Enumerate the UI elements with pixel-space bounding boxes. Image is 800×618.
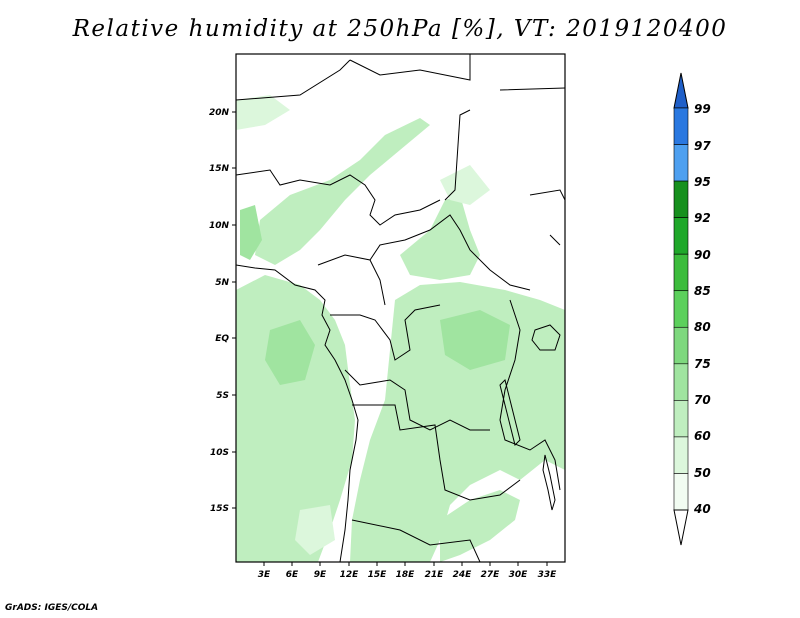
map-frame — [235, 53, 566, 563]
lon-label: 9E — [314, 570, 327, 580]
colorbar-label: 80 — [694, 320, 711, 334]
lat-label: 15N — [209, 164, 230, 174]
colorbar-segment — [673, 436, 689, 474]
colorbar-segments — [673, 107, 689, 511]
humidity-shading — [236, 95, 565, 562]
colorbar-label: 92 — [694, 211, 711, 225]
colorbar-label: 70 — [694, 393, 711, 407]
colorbar-segment — [673, 473, 689, 511]
lon-label: 27E — [481, 570, 501, 580]
colorbar-label: 60 — [694, 429, 711, 443]
map-title: Relative humidity at 250hPa [%], VT: 201… — [72, 16, 728, 42]
border-sahara — [236, 54, 471, 201]
colorbar-label: 75 — [694, 357, 711, 371]
longitude-axis: 3E 6E 9E 12E 15E 18E 21E 24E 27E 30E 33E — [258, 562, 557, 580]
humidity-patch-dense-2 — [440, 310, 510, 370]
colorbar-label: 99 — [694, 102, 711, 116]
colorbar-label: 97 — [694, 139, 711, 153]
colorbar: 99 97 95 92 90 85 80 75 70 60 50 40 — [673, 72, 711, 546]
lat-label: 15S — [210, 504, 229, 514]
lon-label: 24E — [453, 570, 473, 580]
humidity-area-west — [236, 275, 355, 562]
colorbar-segment — [673, 180, 689, 218]
lake-tanganyika — [499, 379, 521, 446]
lon-label: 30E — [509, 570, 529, 580]
latitude-axis: 20N 15N 10N 5N EQ 5S 10S 15S — [209, 108, 236, 514]
colorbar-bottom-arrow — [673, 509, 689, 546]
border-sahel — [236, 169, 441, 226]
colorbar-segment — [673, 144, 689, 182]
border-central — [317, 214, 531, 306]
colorbar-label: 40 — [693, 502, 711, 516]
lat-label: 10N — [209, 221, 230, 231]
colorbar-segment — [673, 363, 689, 401]
lat-label: 5S — [216, 391, 229, 401]
border-east — [499, 299, 561, 491]
grads-credit: GrADS: IGES/COLA — [5, 603, 99, 613]
lon-label: 3E — [258, 570, 271, 580]
humidity-patch-light — [236, 95, 290, 130]
lake-victoria — [531, 324, 561, 351]
lon-label: 12E — [340, 570, 360, 580]
lat-label: 10S — [210, 448, 229, 458]
lon-label: 21E — [425, 570, 445, 580]
humidity-patch-dense-3 — [240, 205, 262, 260]
humidity-area-central — [350, 282, 565, 562]
lon-label: 18E — [396, 570, 416, 580]
border-south — [351, 404, 521, 562]
lat-label: EQ — [215, 334, 229, 344]
colorbar-segment — [673, 253, 689, 292]
lat-label: 5N — [215, 278, 229, 288]
colorbar-labels: 99 97 95 92 90 85 80 75 70 60 50 40 — [693, 102, 711, 516]
humidity-area-south — [440, 490, 520, 562]
colorbar-label: 50 — [694, 466, 711, 480]
colorbar-segment — [673, 290, 689, 328]
border-congo — [330, 304, 490, 431]
country-borders — [236, 54, 565, 562]
lake-malawi — [542, 454, 556, 511]
colorbar-label: 95 — [694, 175, 711, 189]
lon-label: 6E — [286, 570, 299, 580]
colorbar-label: 85 — [694, 284, 711, 298]
colorbar-segment — [673, 400, 689, 438]
lon-label: 33E — [538, 570, 558, 580]
humidity-area-north — [255, 118, 430, 265]
colorbar-segment — [673, 326, 689, 365]
colorbar-label: 90 — [694, 248, 711, 262]
colorbar-segment — [673, 217, 689, 255]
lon-label: 15E — [368, 570, 388, 580]
humidity-patch-light-3 — [295, 505, 335, 555]
coastline-west — [236, 264, 359, 562]
humidity-area-northeast — [400, 195, 480, 280]
humidity-patch-dense — [265, 320, 315, 385]
colorbar-top-arrow — [673, 72, 689, 109]
lat-label: 20N — [209, 108, 230, 118]
colorbar-segment — [673, 107, 689, 145]
border-northeast — [499, 87, 565, 246]
humidity-patch-light-2 — [440, 165, 490, 205]
